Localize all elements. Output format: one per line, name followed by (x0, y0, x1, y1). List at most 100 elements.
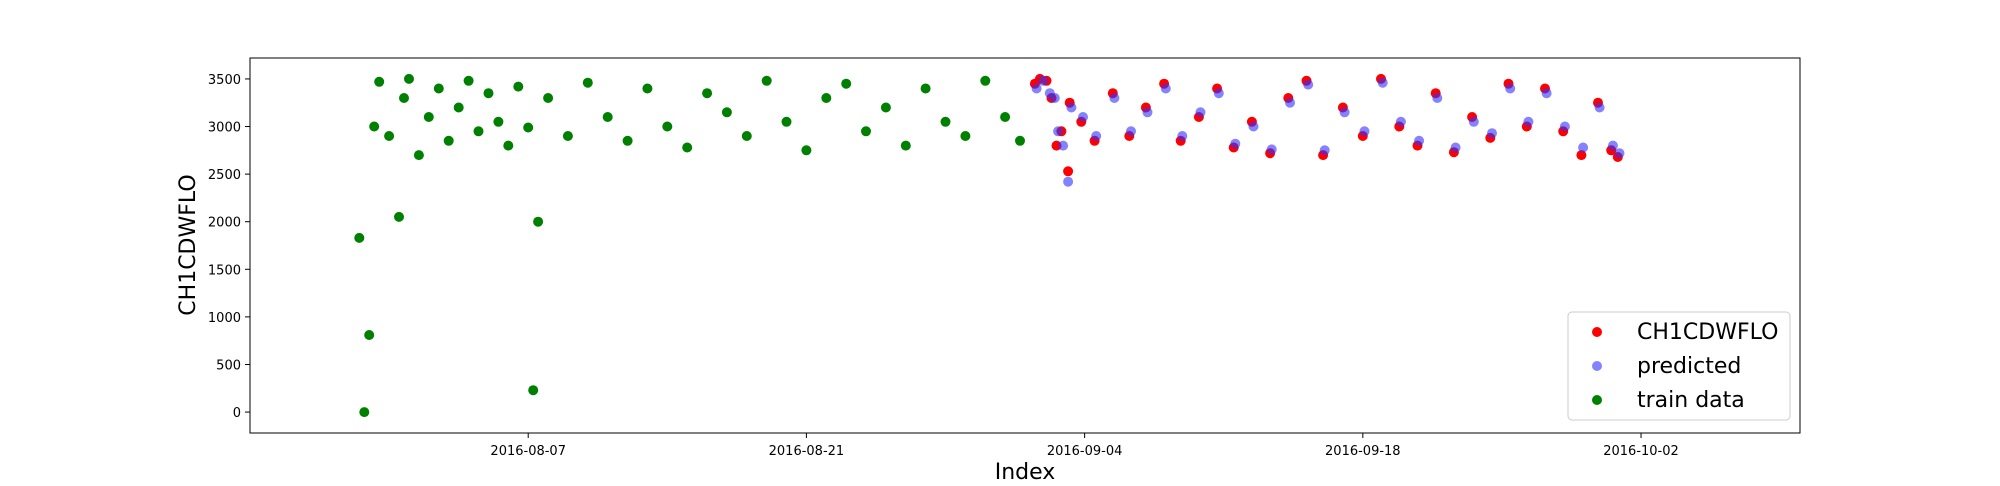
point-predicted-27 (1414, 135, 1425, 146)
point-predicted-0 (1031, 83, 1042, 94)
point-predicted-38 (1607, 140, 1618, 151)
point-train-data-45 (980, 75, 991, 86)
legend-label-predicted: predicted (1637, 354, 1741, 379)
point-train-data-32 (721, 107, 732, 118)
point-ch1cdwflo-6 (1063, 166, 1074, 177)
point-predicted-20 (1285, 97, 1295, 108)
x-tick-label-2016-08-21: 2016-08-21 (769, 444, 845, 459)
legend-label-ch1cdwflo: CH1CDWFLO (1637, 320, 1778, 345)
x-tick-label-2016-10-02: 2016-10-02 (1603, 444, 1679, 459)
y-axis-label: CH1CDWFLO (176, 174, 201, 315)
point-ch1cdwflo-36 (1576, 150, 1587, 161)
point-predicted-5 (1058, 140, 1069, 151)
point-train-data-2 (364, 330, 375, 340)
point-train-data-7 (399, 93, 409, 103)
point-predicted-12 (1142, 107, 1153, 118)
point-train-data-13 (453, 102, 464, 113)
legend: CH1CDWFLO predicted train data (1567, 311, 1791, 421)
point-predicted-24 (1359, 126, 1370, 137)
point-train-data-4 (374, 76, 385, 87)
point-train-data-10 (423, 112, 434, 122)
marks-layer (354, 73, 1625, 418)
plot-frame (249, 57, 1801, 434)
point-train-data-44 (960, 131, 971, 141)
point-predicted-14 (1177, 131, 1188, 141)
point-train-data-17 (493, 116, 504, 127)
point-train-data-5 (384, 131, 395, 141)
point-train-data-6 (394, 211, 404, 222)
point-train-data-11 (433, 83, 444, 94)
point-predicted-8 (1078, 112, 1088, 122)
point-predicted-32 (1505, 83, 1516, 94)
y-tick-label-3500: 3500 (208, 73, 241, 88)
point-predicted-13 (1160, 83, 1171, 94)
point-train-data-19 (513, 81, 524, 92)
point-train-data-23 (543, 93, 554, 103)
legend-frame (1567, 311, 1791, 421)
point-train-data-0 (354, 232, 365, 243)
point-train-data-9 (413, 150, 424, 161)
point-predicted-17 (1230, 138, 1241, 149)
y-tick-label-500: 500 (216, 358, 241, 373)
y-tick-label-1000: 1000 (208, 311, 241, 326)
point-predicted-1 (1038, 75, 1049, 86)
point-train-data-22 (533, 216, 544, 227)
point-train-data-33 (741, 131, 752, 141)
point-predicted-33 (1523, 116, 1534, 127)
point-train-data-26 (602, 112, 613, 122)
point-train-data-38 (841, 78, 852, 89)
point-train-data-42 (920, 83, 931, 94)
point-train-data-41 (900, 140, 911, 151)
point-train-data-37 (821, 93, 832, 103)
y-tick-label-0: 0 (233, 406, 241, 421)
x-tick-label-2016-09-18: 2016-09-18 (1325, 444, 1401, 459)
point-predicted-37 (1594, 102, 1605, 113)
point-train-data-47 (1015, 135, 1025, 146)
point-train-data-28 (642, 83, 653, 94)
point-predicted-6 (1063, 176, 1074, 187)
point-predicted-4 (1053, 126, 1064, 137)
point-predicted-11 (1126, 126, 1136, 137)
x-tick-label-2016-08-07: 2016-08-07 (490, 444, 566, 459)
y-tick-label-2500: 2500 (208, 168, 241, 183)
point-train-data-21 (528, 385, 539, 396)
point-predicted-3 (1049, 93, 1060, 103)
x-axis-label: Index (995, 460, 1056, 485)
point-predicted-23 (1339, 107, 1350, 118)
point-predicted-35 (1559, 121, 1570, 132)
point-predicted-34 (1541, 88, 1552, 99)
axis-layer: 0 500 1000 1500 2000 2500 3000 3500 2016-08-07 20… (208, 73, 1679, 459)
point-train-data-46 (1000, 112, 1011, 122)
point-train-data-14 (463, 75, 474, 86)
point-train-data-16 (483, 88, 494, 99)
point-predicted-28 (1432, 93, 1443, 103)
point-train-data-12 (443, 135, 454, 146)
point-train-data-39 (861, 126, 871, 137)
point-predicted-10 (1109, 93, 1120, 103)
point-train-data-35 (781, 116, 792, 127)
point-predicted-7 (1066, 102, 1077, 113)
point-train-data-3 (369, 121, 380, 132)
point-train-data-25 (582, 77, 593, 88)
point-predicted-26 (1395, 116, 1406, 127)
point-predicted-29 (1450, 142, 1461, 153)
point-predicted-31 (1487, 128, 1497, 139)
y-tick-label-1500: 1500 (208, 263, 241, 278)
point-predicted-16 (1213, 88, 1224, 99)
point-train-data-8 (404, 73, 414, 84)
point-train-data-30 (682, 142, 693, 153)
point-predicted-30 (1468, 116, 1479, 127)
y-tick-label-3000: 3000 (208, 121, 241, 136)
legend-marker-predicted (1592, 361, 1602, 371)
point-train-data-27 (622, 135, 633, 146)
point-predicted-18 (1248, 121, 1259, 132)
point-predicted-22 (1319, 145, 1330, 156)
point-train-data-1 (359, 407, 370, 418)
point-train-data-15 (473, 126, 484, 137)
point-train-data-43 (940, 116, 951, 127)
x-tick-label-2016-09-04: 2016-09-04 (1047, 444, 1123, 459)
point-predicted-19 (1266, 144, 1277, 155)
point-train-data-24 (562, 131, 573, 141)
y-tick-label-2000: 2000 (208, 216, 241, 231)
